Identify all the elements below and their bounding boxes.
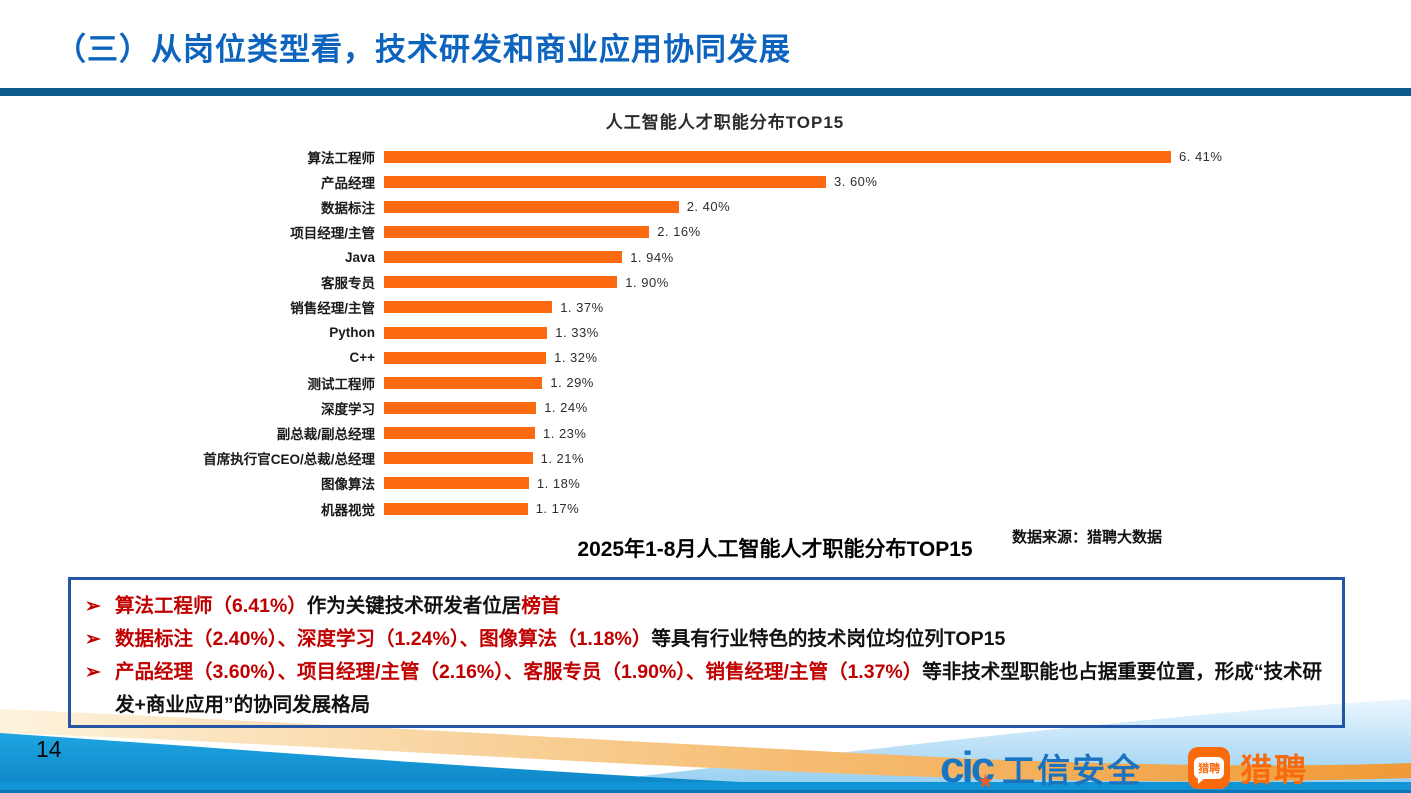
chart-bar	[384, 225, 650, 238]
chart-value-label: 1. 94%	[630, 249, 674, 265]
chart-bar	[384, 200, 679, 213]
chart-bar	[384, 251, 623, 264]
chart-row: C++ 1. 32%	[0, 345, 1411, 370]
chart-value-label: 1. 24%	[544, 400, 588, 416]
cic-gongxin-logo: cic ★ 工信安全	[940, 744, 1142, 792]
chart-category-label: 算法工程师	[307, 150, 376, 166]
page-title: （三）从岗位类型看，技术研发和商业应用协同发展	[55, 32, 791, 67]
bullet-text: 算法工程师（6.41%）作为关键技术研发者位居榜首	[115, 595, 561, 617]
chart-row: 销售经理/主管 1. 37%	[0, 295, 1411, 320]
chart-row: 深度学习 1. 24%	[0, 395, 1411, 420]
bullet-item: ➢ 算法工程师（6.41%）作为关键技术研发者位居榜首	[85, 590, 1328, 623]
chart-category-label: 销售经理/主管	[290, 301, 375, 317]
liepin-logo: 猎聘 猎聘	[1188, 745, 1308, 791]
chart-row: 首席执行官CEO/总裁/总经理 1. 21%	[0, 446, 1411, 471]
chart-bar	[384, 150, 1171, 163]
bullet-item: ➢ 产品经理（3.60%）、项目经理/主管（2.16%）、客服专员（1.90%）、…	[85, 656, 1328, 722]
chart-row: 机器视觉 1. 17%	[0, 496, 1411, 521]
chart-row: 产品经理 3. 60%	[0, 169, 1411, 194]
chart-row: 算法工程师 6. 41%	[0, 144, 1411, 169]
chart-category-label: Python	[329, 325, 375, 341]
chart-category-label: 产品经理	[321, 175, 375, 191]
bullet-arrow-icon: ➢	[85, 662, 101, 683]
chart-value-label: 2. 16%	[657, 224, 701, 240]
chart-bar	[384, 502, 528, 515]
chart-title: 人工智能人才职能分布TOP15	[605, 113, 845, 132]
chart-category-label: 数据标注	[321, 200, 375, 216]
chart-row: Python 1. 33%	[0, 320, 1411, 345]
bullet-list: ➢ 算法工程师（6.41%）作为关键技术研发者位居榜首 ➢ 数据标注（2.40%）、深…	[85, 590, 1328, 722]
chart-value-label: 1. 33%	[555, 325, 599, 341]
chart-value-label: 3. 60%	[834, 174, 878, 190]
footer-logos: cic ★ 工信安全 猎聘 猎聘	[940, 744, 1308, 792]
chart-bar	[384, 351, 547, 364]
chart-value-label: 1. 37%	[560, 299, 604, 315]
chart-bar	[384, 175, 826, 188]
chart-category-label: 首席执行官CEO/总裁/总经理	[203, 452, 375, 468]
chart-bar	[384, 301, 553, 314]
chart-category-label: 图像算法	[321, 477, 375, 493]
page-number: 14	[36, 736, 62, 762]
liepin-logo-label: 猎聘	[1240, 752, 1309, 788]
chart-row: 客服专员 1. 90%	[0, 270, 1411, 295]
bullet-arrow-icon: ➢	[85, 596, 101, 617]
header-divider	[0, 88, 1411, 96]
chart-bar	[384, 376, 543, 389]
chart-category-label: Java	[344, 249, 375, 265]
chart-bar	[384, 477, 529, 490]
star-icon: ★	[977, 772, 993, 791]
chart-row: 项目经理/主管 2. 16%	[0, 219, 1411, 244]
cic-logo-label: 工信安全	[1002, 752, 1143, 789]
chart-category-label: C++	[349, 350, 375, 366]
chart-row: 数据标注 2. 40%	[0, 194, 1411, 219]
chart-bar	[384, 276, 618, 289]
bullet-text: 产品经理（3.60%）、项目经理/主管（2.16%）、客服专员（1.90%）、销…	[115, 661, 1323, 716]
chart-row: 副总裁/副总经理 1. 23%	[0, 421, 1411, 446]
chart-value-label: 6. 41%	[1179, 149, 1223, 165]
cic-logo-icon: cic ★	[940, 746, 995, 792]
chart-category-label: 测试工程师	[307, 376, 376, 392]
chart-value-label: 1. 21%	[540, 450, 585, 466]
chart-value-label: 1. 17%	[535, 501, 580, 517]
chart-caption: 2025年1-8月人工智能人才职能分布TOP15	[577, 538, 973, 561]
bullet-item: ➢ 数据标注（2.40%）、深度学习（1.24%）、图像算法（1.18%）等具有行…	[85, 623, 1328, 656]
chart-row: 测试工程师 1. 29%	[0, 370, 1411, 395]
liepin-speech-bubble-icon: 猎聘	[1188, 747, 1231, 789]
chart-category-label: 副总裁/副总经理	[276, 427, 375, 443]
chart-category-label: 机器视觉	[321, 502, 375, 518]
chart-value-label: 1. 23%	[543, 425, 587, 441]
chart-category-label: 深度学习	[321, 401, 375, 417]
chart-bar	[384, 401, 537, 414]
bullet-text: 数据标注（2.40%）、深度学习（1.24%）、图像算法（1.18%）等具有行业…	[115, 628, 1006, 650]
chart-row: 图像算法 1. 18%	[0, 471, 1411, 496]
bullet-arrow-icon: ➢	[85, 629, 101, 650]
chart-value-label: 1. 29%	[550, 375, 594, 391]
chart-bar	[384, 326, 548, 339]
chart-bar	[384, 452, 533, 465]
chart-category-label: 客服专员	[321, 276, 375, 292]
chart-value-label: 1. 32%	[554, 350, 598, 366]
chart-row: Java 1. 94%	[0, 245, 1411, 270]
chart-rows: 算法工程师 6. 41% 产品经理 3. 60% 数据标注 2. 40% 项目经理/主管 2.…	[0, 144, 1411, 521]
chart-category-label: 项目经理/主管	[290, 225, 375, 241]
chart-value-label: 1. 90%	[625, 274, 669, 290]
summary-box: ➢ 算法工程师（6.41%）作为关键技术研发者位居榜首 ➢ 数据标注（2.40%）、深…	[68, 577, 1345, 728]
chart-value-label: 2. 40%	[686, 199, 731, 215]
data-source-label: 数据来源：猎聘大数据	[1012, 529, 1163, 546]
chart-bar	[384, 427, 535, 440]
chart-value-label: 1. 18%	[536, 475, 581, 491]
